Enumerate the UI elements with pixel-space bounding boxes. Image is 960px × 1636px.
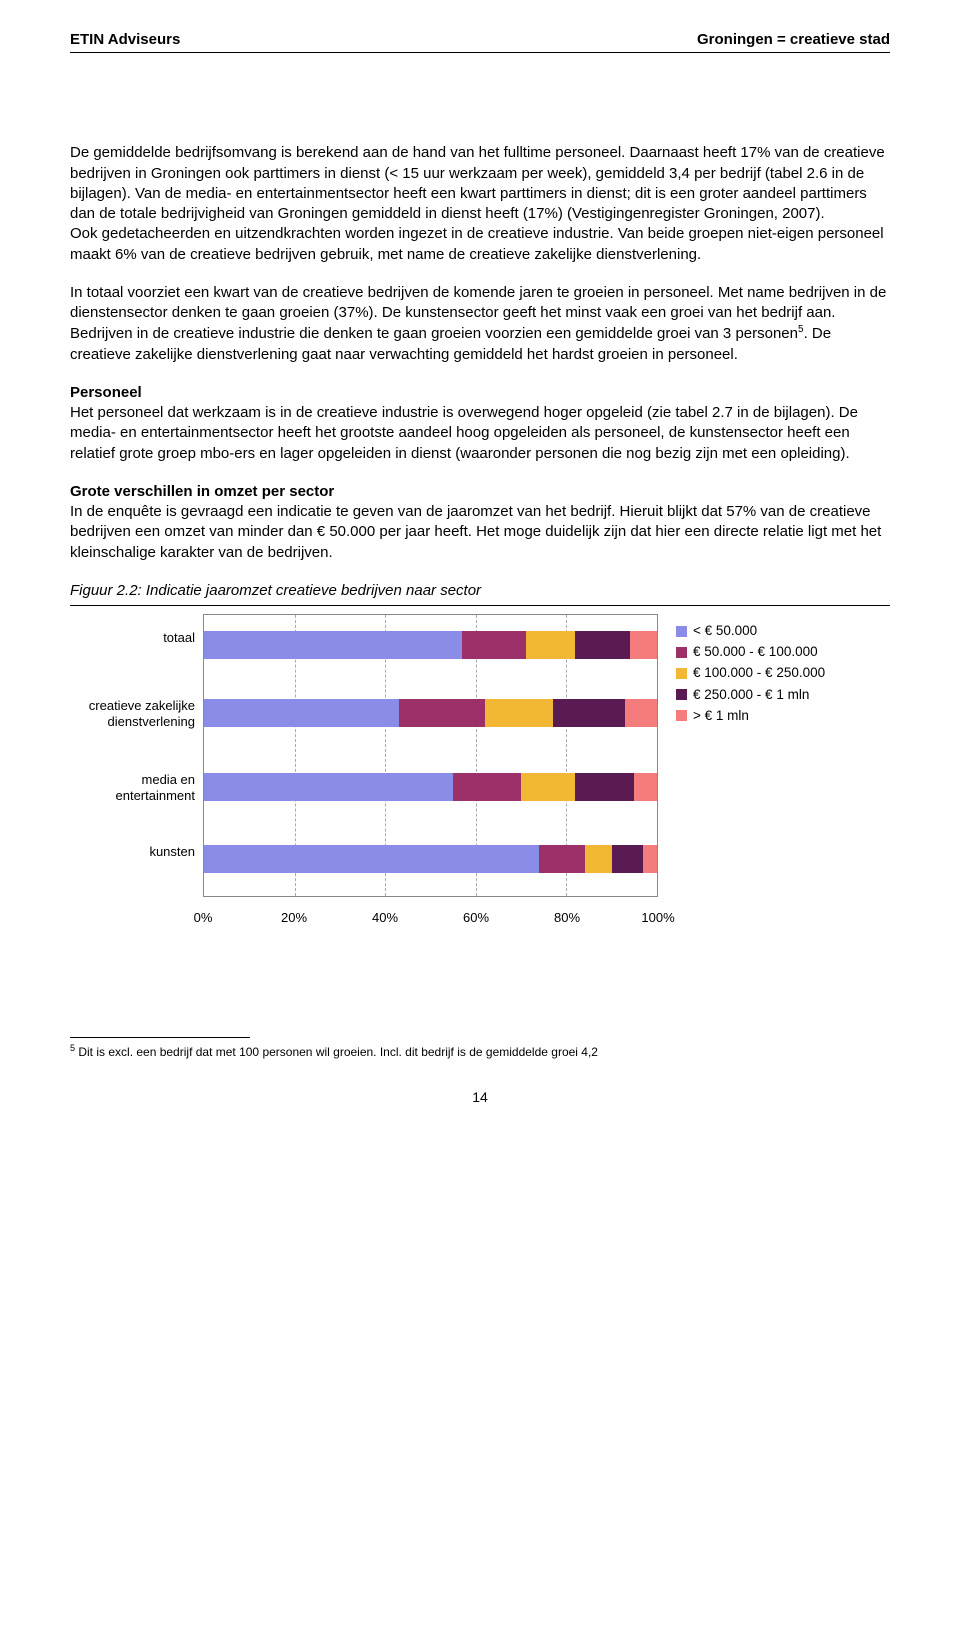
figure-caption: Figuur 2.2: Indicatie jaaromzet creatiev… <box>70 581 890 606</box>
para-text: In totaal voorziet een kwart van de crea… <box>70 284 886 343</box>
y-axis-label: kunsten <box>149 844 195 860</box>
legend-item: € 50.000 - € 100.000 <box>676 643 825 661</box>
heading-personeel: Personeel <box>70 383 890 403</box>
bar-segment <box>634 773 657 801</box>
legend-label: > € 1 mln <box>693 707 749 725</box>
y-axis-labels: totaal creatieve zakelijke dienstverlenin… <box>70 614 203 905</box>
para-text: De gemiddelde bedrijfsomvang is berekend… <box>70 144 885 222</box>
bar-segment <box>575 773 634 801</box>
bar-segment <box>526 631 576 659</box>
bar-segment <box>612 845 644 873</box>
page-number: 14 <box>70 1088 890 1107</box>
header-left: ETIN Adviseurs <box>70 30 180 50</box>
y-axis-label: media en entertainment <box>70 772 195 803</box>
legend-item: € 250.000 - € 1 mln <box>676 686 825 704</box>
y-axis-label: creatieve zakelijke dienstverlening <box>70 698 195 729</box>
stacked-bar-chart: totaal creatieve zakelijke dienstverlenin… <box>70 614 890 905</box>
legend-label: € 100.000 - € 250.000 <box>693 664 825 682</box>
body-paragraph: In de enquête is gevraagd een indicatie … <box>70 502 890 563</box>
body-paragraph: Het personeel dat werkzaam is in de crea… <box>70 403 890 464</box>
bar-segment <box>630 631 657 659</box>
bar-segment <box>204 773 453 801</box>
chart-legend: < € 50.000 € 50.000 - € 100.000 € 100.000 … <box>676 622 825 728</box>
heading-omzet: Grote verschillen in omzet per sector <box>70 482 890 502</box>
footnote-rule <box>70 1037 250 1038</box>
legend-swatch <box>676 668 687 679</box>
bar-segment <box>585 845 612 873</box>
x-axis-tick: 0% <box>194 909 213 927</box>
bar-segment <box>521 773 575 801</box>
bar-segment <box>553 699 625 727</box>
legend-swatch <box>676 626 687 637</box>
body-paragraph: De gemiddelde bedrijfsomvang is berekend… <box>70 143 890 265</box>
legend-item: > € 1 mln <box>676 707 825 725</box>
bar-segment <box>399 699 485 727</box>
legend-label: € 50.000 - € 100.000 <box>693 643 818 661</box>
bar-segment <box>643 845 657 873</box>
bar-row <box>204 631 657 659</box>
bar-segment <box>204 845 539 873</box>
x-axis-tick: 60% <box>463 909 489 927</box>
bar-segment <box>539 845 584 873</box>
bar-segment <box>462 631 525 659</box>
legend-swatch <box>676 710 687 721</box>
bar-row <box>204 699 657 727</box>
para-text: Ook gedetacheerden en uitzendkrachten wo… <box>70 225 884 262</box>
legend-swatch <box>676 647 687 658</box>
footnote-text: Dit is excl. een bedrijf dat met 100 per… <box>75 1045 598 1059</box>
bar-segment <box>485 699 553 727</box>
bar-row <box>204 773 657 801</box>
page-header: ETIN Adviseurs Groningen = creatieve sta… <box>70 30 890 53</box>
bar-segment <box>204 699 399 727</box>
bar-segment <box>453 773 521 801</box>
bar-segment <box>204 631 462 659</box>
y-axis-label: totaal <box>163 630 195 646</box>
legend-item: € 100.000 - € 250.000 <box>676 664 825 682</box>
legend-item: < € 50.000 <box>676 622 825 640</box>
legend-label: € 250.000 - € 1 mln <box>693 686 809 704</box>
x-axis-tick: 40% <box>372 909 398 927</box>
legend-label: < € 50.000 <box>693 622 757 640</box>
bar-segment <box>575 631 629 659</box>
legend-swatch <box>676 689 687 700</box>
footnote: 5 Dit is excl. een bedrijf dat met 100 p… <box>70 1042 890 1060</box>
chart-plot-area <box>203 614 658 897</box>
header-right: Groningen = creatieve stad <box>697 30 890 50</box>
x-axis: 0%20%40%60%80%100% <box>203 909 658 927</box>
x-axis-tick: 20% <box>281 909 307 927</box>
bar-row <box>204 845 657 873</box>
body-paragraph: In totaal voorziet een kwart van de crea… <box>70 283 890 365</box>
x-axis-tick: 80% <box>554 909 580 927</box>
x-axis-tick: 100% <box>641 909 674 927</box>
bar-segment <box>625 699 657 727</box>
